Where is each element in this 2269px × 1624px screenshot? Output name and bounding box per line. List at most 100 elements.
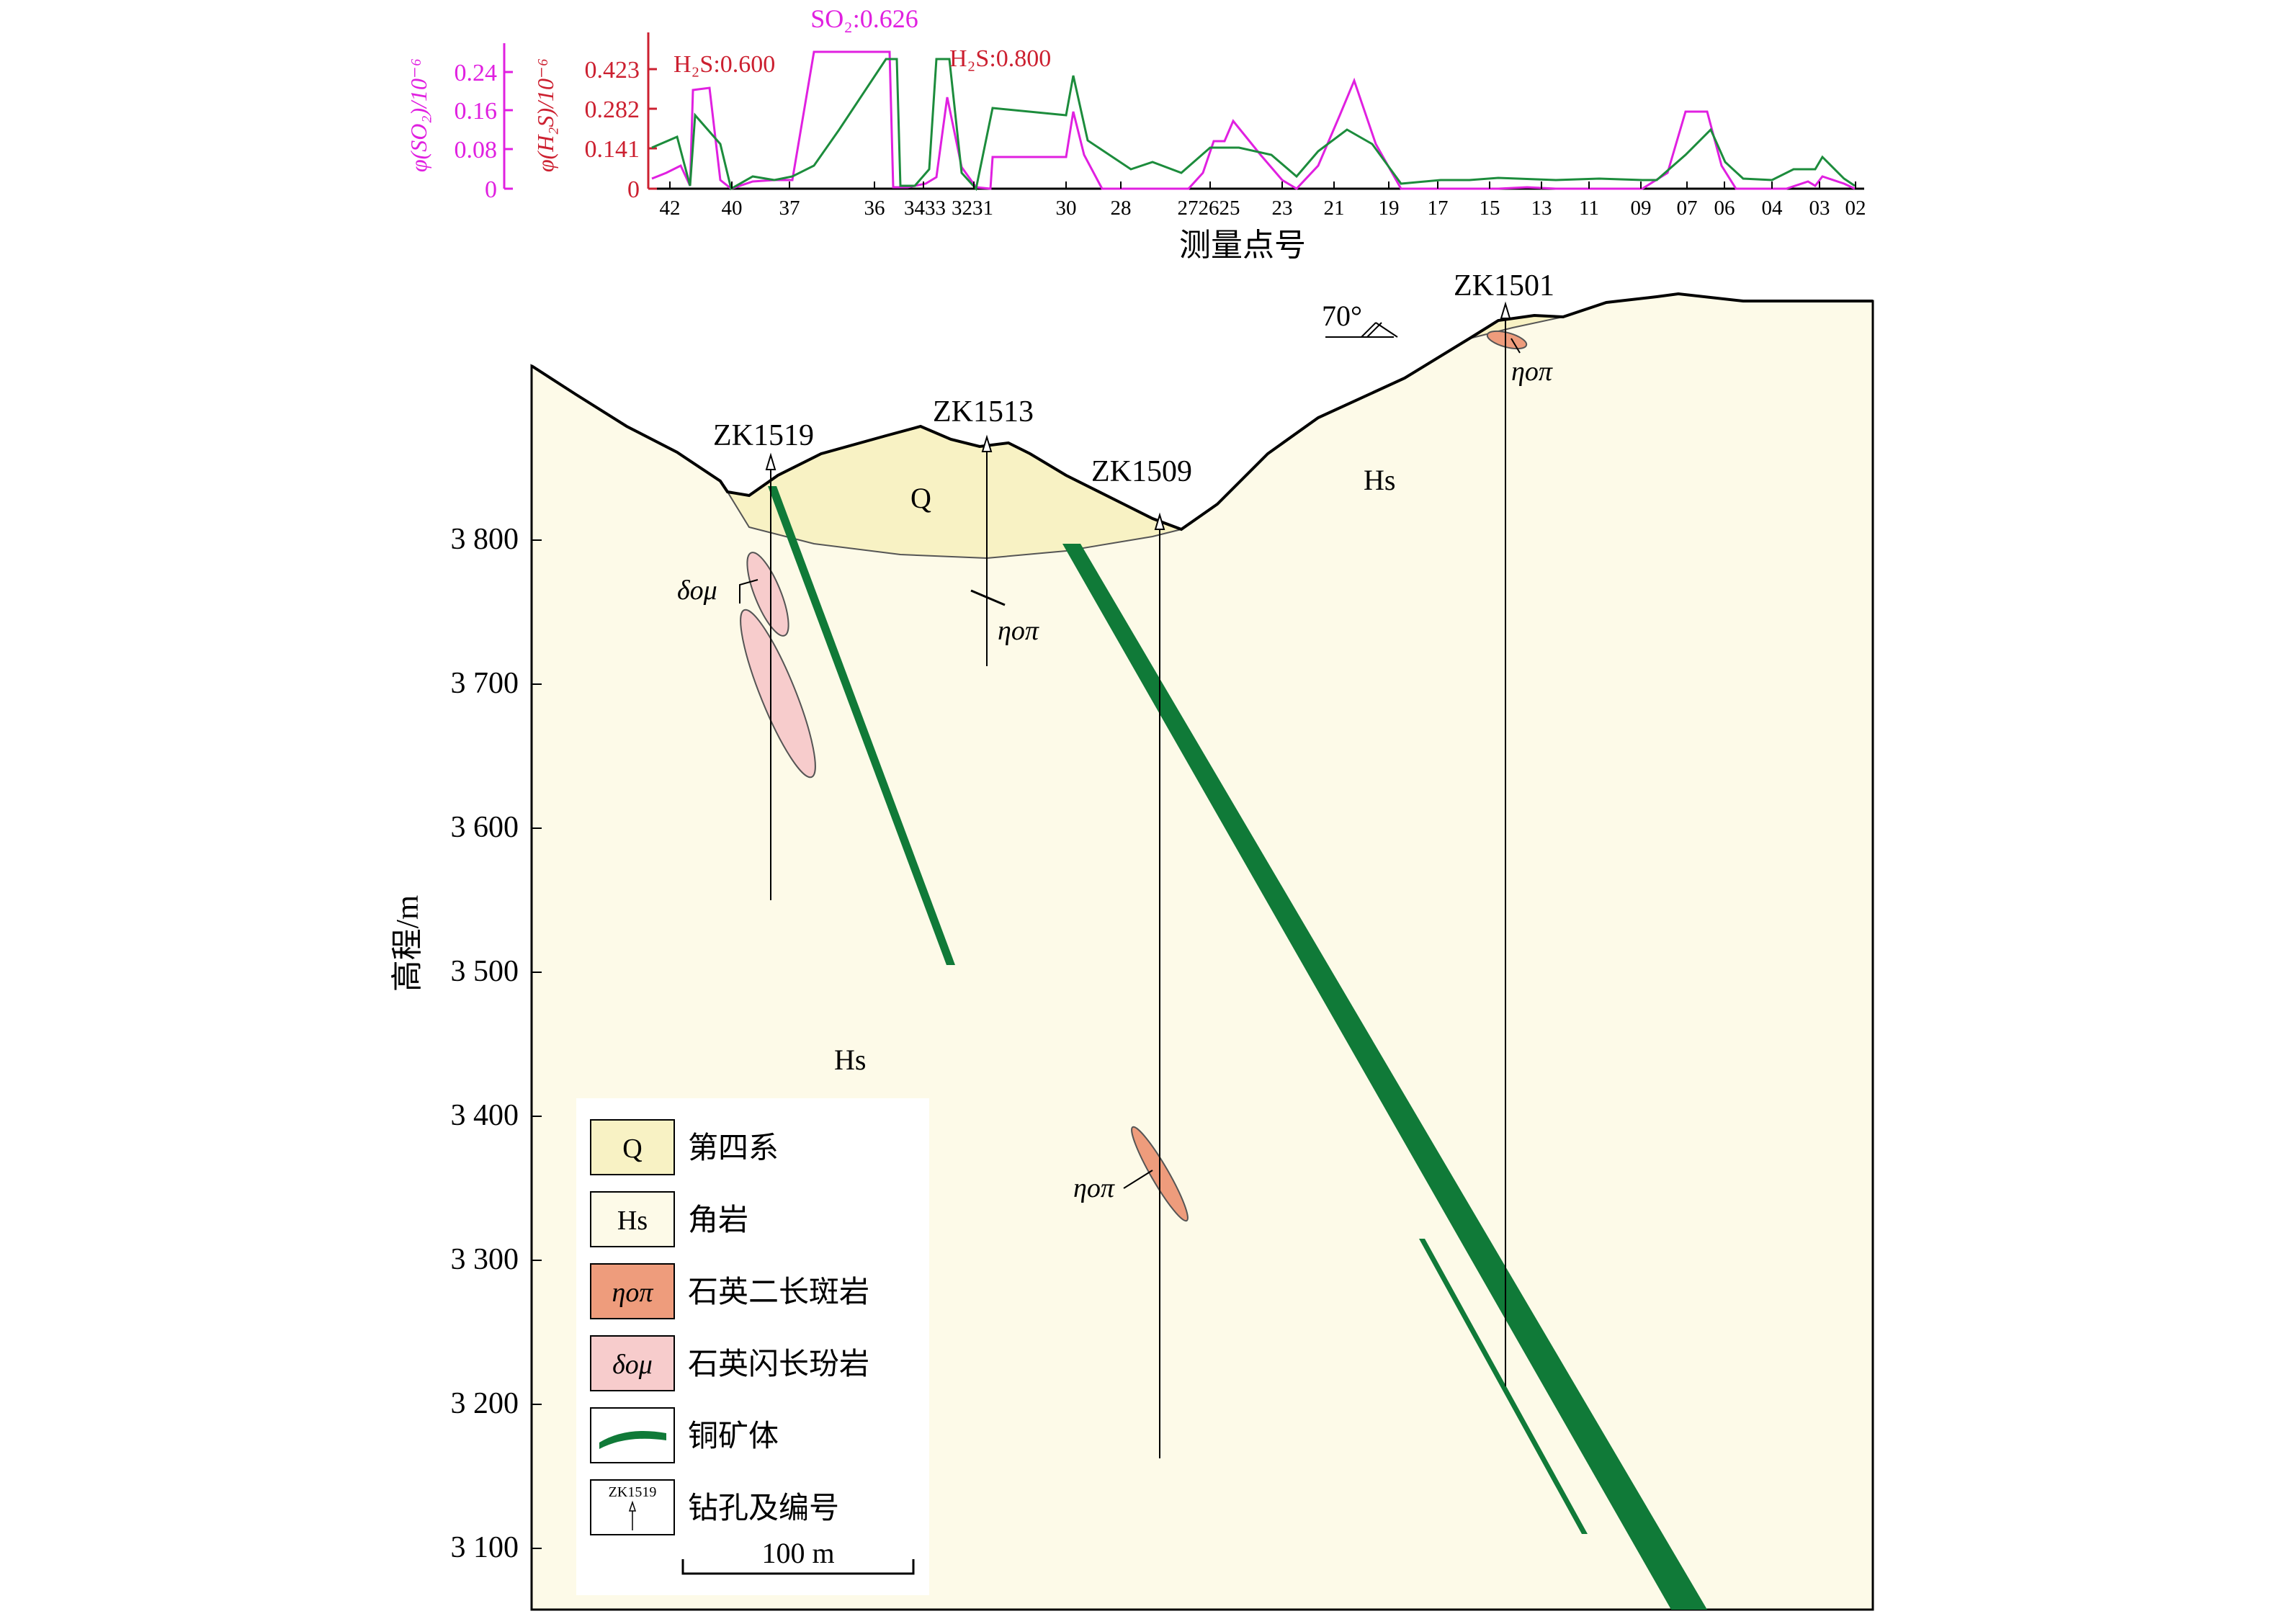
drillhole-zk1509: ZK1509: [1091, 455, 1192, 1458]
so2-tick-label: 0: [485, 176, 497, 203]
elevation-tick: 3 200: [451, 1387, 519, 1420]
x-tick-label: 30: [1056, 197, 1077, 220]
svg-text:第四系: 第四系: [688, 1132, 779, 1165]
rock-label-monzonite: ηoπ: [998, 616, 1039, 646]
x-tick-label: 40: [722, 197, 743, 220]
elevation-tick-marks: [532, 539, 542, 1549]
svg-text:石英闪长玢岩: 石英闪长玢岩: [688, 1348, 869, 1381]
svg-text:Q: Q: [622, 1134, 642, 1164]
legend-item-diorite: δoμ 石英闪长玢岩: [590, 1335, 869, 1391]
x-tick-label: 3231: [952, 197, 993, 220]
svg-text:δoμ: δoμ: [612, 1350, 653, 1380]
x-tick-label: 19: [1379, 197, 1400, 220]
ore-body-upper: [768, 486, 955, 965]
drillhole-zk1513: ZK1513: [933, 395, 1034, 666]
h2s-tick-label: 0: [627, 176, 640, 203]
svg-text:Hs: Hs: [617, 1206, 648, 1236]
svg-text:ηoπ: ηoπ: [612, 1278, 654, 1308]
legend-item-quaternary: Q 第四系: [590, 1119, 779, 1175]
elevation-tick: 3 700: [451, 667, 519, 700]
rock-label-monzonite: ηoπ: [1511, 356, 1553, 387]
svg-text:ZK1519: ZK1519: [609, 1484, 657, 1500]
x-tick-label: 04: [1762, 197, 1784, 220]
legend-item-ore: 铜矿体: [590, 1407, 779, 1463]
h2s-tick-label: 0.282: [585, 97, 640, 123]
x-tick-label: 23: [1272, 197, 1293, 220]
x-tick-label: 07: [1677, 197, 1698, 220]
diorite-lens: [746, 552, 789, 637]
so2-series-line: [651, 50, 1856, 190]
x-tick-label: 15: [1480, 197, 1500, 220]
unit-label-q: Q: [910, 482, 931, 514]
scale-label: 100 m: [761, 1537, 834, 1569]
so2-tick-label: 0.08: [455, 137, 498, 163]
elevation-tick: 3 800: [451, 523, 519, 556]
legend: Q 第四系 Hs 角岩 ηoπ 石英二长斑岩 δoμ 石英闪长玢岩 铜矿体 ZK…: [576, 1098, 929, 1595]
so2-axis-label: φ(SO₂)/10⁻⁶: [406, 58, 431, 172]
gas-chart: 0.24 0.16 0.08 0 φ(SO₂)/10⁻⁶ 0.423 0.282…: [406, 4, 1866, 263]
monzonite-leader: [1511, 338, 1521, 354]
x-tick-label: 06: [1714, 197, 1735, 220]
x-tick-label: 37: [779, 197, 800, 220]
rock-label-diorite: δoμ: [677, 575, 717, 606]
elevation-tick: 3 300: [451, 1243, 519, 1276]
h2s-ticks: [648, 68, 657, 190]
so2-peak-annotation: SO₂:0.626: [810, 4, 918, 33]
x-tick-label: 11: [1579, 197, 1599, 220]
h2s-tick-label: 0.423: [585, 57, 640, 84]
drillhole-zk1519: ZK1519: [713, 419, 814, 900]
drillhole-label: ZK1519: [713, 419, 814, 452]
so2-tick-label: 0.24: [455, 60, 498, 86]
h2s-series-line: [651, 58, 1856, 192]
x-tick-label: 13: [1531, 197, 1552, 220]
chart-xlabel: 测量点号: [1179, 228, 1306, 263]
unit-label-hs: Hs: [1364, 464, 1395, 496]
legend-item-hornfels: Hs 角岩: [590, 1191, 748, 1247]
h2s-axis-label: φ(H₂S)/10⁻⁶: [532, 58, 558, 172]
ore-body-branch: [1419, 1239, 1588, 1534]
x-tick-label: 17: [1428, 197, 1449, 220]
diorite-leader: [739, 579, 758, 604]
elevation-tick: 3 100: [451, 1531, 519, 1564]
x-tick-marks: [669, 181, 1856, 189]
monzonite-dyke: [970, 589, 1006, 606]
elevation-axis-label: 高程/m: [390, 895, 425, 992]
h2s-tick-label: 0.141: [585, 136, 640, 163]
elevation-tick: 3 500: [451, 955, 519, 988]
monzonite-leader: [1123, 1170, 1153, 1189]
h2s-annotation: H₂S:0.800: [949, 45, 1051, 72]
svg-text:石英二长斑岩: 石英二长斑岩: [688, 1276, 869, 1309]
x-tick-label: 03: [1809, 197, 1830, 220]
svg-text:铜矿体: 铜矿体: [688, 1420, 779, 1453]
so2-tick-label: 0.16: [455, 98, 498, 125]
drillhole-label: ZK1513: [933, 395, 1034, 429]
x-tick-label: 21: [1324, 197, 1345, 220]
svg-text:角岩: 角岩: [688, 1204, 748, 1237]
drillhole-label: ZK1509: [1091, 455, 1192, 488]
legend-item-drillhole: ZK1519 钻孔及编号: [590, 1479, 839, 1535]
x-tick-label: 02: [1845, 197, 1866, 220]
svg-text:钻孔及编号: 钻孔及编号: [688, 1492, 839, 1525]
ore-body-main: [1062, 544, 1707, 1610]
so2-ticks: [504, 71, 513, 190]
elevation-tick: 3 600: [451, 811, 519, 844]
h2s-annotation: H₂S:0.600: [673, 51, 775, 78]
cross-section: ZK1519 ZK1513 ZK1509 ZK1501 70° Q Hs: [390, 269, 1874, 1611]
x-tick-label: 09: [1631, 197, 1652, 220]
rock-label-monzonite: ηoπ: [1073, 1173, 1115, 1203]
drillhole-label: ZK1501: [1454, 269, 1554, 302]
x-tick-label: 36: [864, 197, 885, 220]
x-tick-label: 272625: [1178, 197, 1240, 220]
diorite-lens: [740, 609, 816, 779]
x-tick-label: 42: [660, 197, 681, 220]
unit-label-hs: Hs: [834, 1044, 866, 1076]
elevation-tick: 3 400: [451, 1099, 519, 1132]
scale-bar: 100 m: [681, 1537, 915, 1575]
dip-angle: 70°: [1322, 300, 1362, 332]
x-tick-label: 3433: [904, 197, 946, 220]
legend-item-monzonite: ηoπ 石英二长斑岩: [590, 1263, 869, 1319]
dip-symbol: 70°: [1322, 300, 1398, 338]
terrain-line: [530, 292, 1873, 531]
drillhole-zk1501: ZK1501: [1454, 269, 1554, 1386]
